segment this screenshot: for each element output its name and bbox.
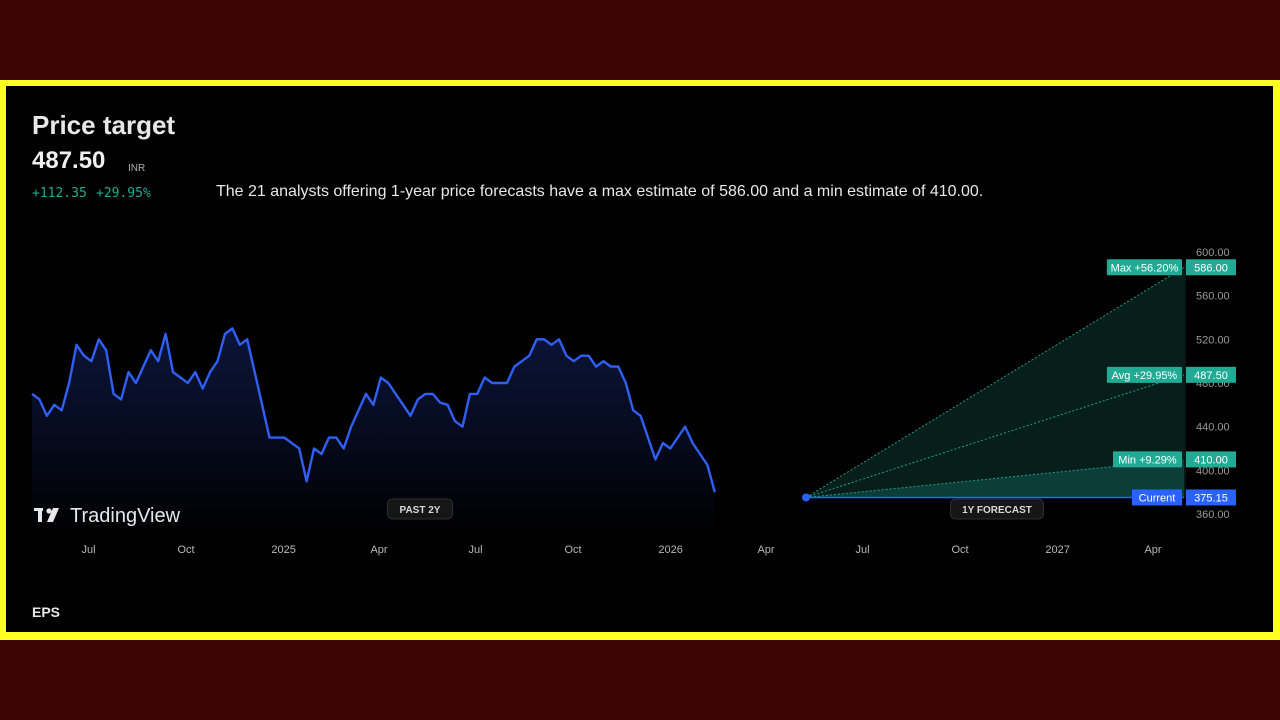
forecast-label-avg: Avg +29.95% bbox=[1112, 370, 1178, 382]
price-target-value: 487.50 bbox=[32, 147, 106, 174]
section-label-forecast-bg bbox=[950, 498, 1044, 520]
y-tick-label: 520.00 bbox=[1196, 334, 1230, 346]
forecast-label-bg bbox=[1106, 366, 1182, 383]
x-tick-label: Jul bbox=[82, 544, 96, 556]
x-tick-label: Oct bbox=[952, 544, 969, 556]
current-point bbox=[802, 493, 810, 502]
y-tick-label: 600.00 bbox=[1196, 247, 1230, 259]
x-tick-label: Jul bbox=[856, 544, 870, 556]
tab-eps[interactable]: EPS bbox=[32, 604, 61, 620]
forecast-label-max: Max +56.20% bbox=[1111, 262, 1179, 274]
analyst-description: The 21 analysts offering 1-year price fo… bbox=[216, 183, 984, 200]
current-value-bg bbox=[1186, 489, 1236, 506]
forecast-label-min: Min +9.29% bbox=[1118, 454, 1177, 466]
x-tick-label: 2026 bbox=[658, 544, 682, 556]
x-tick-label: Oct bbox=[178, 544, 195, 556]
forecast-value-avg: 487.50 bbox=[1194, 370, 1228, 382]
y-tick-label: 360.00 bbox=[1196, 509, 1230, 521]
current-value: 375.15 bbox=[1194, 492, 1228, 504]
forecast-value-bg bbox=[1186, 259, 1236, 276]
forecast-edge bbox=[1184, 263, 1186, 498]
forecast-line-max bbox=[805, 266, 1185, 498]
price-chart[interactable]: 600.00560.00520.00480.00440.00400.00360.… bbox=[6, 86, 1273, 632]
forecast-value-bg bbox=[1186, 366, 1236, 383]
highlight-frame: Price target 487.50 INR +112.35 +29.95% … bbox=[0, 80, 1280, 640]
section-label-forecast: 1Y FORECAST bbox=[962, 505, 1032, 516]
y-tick-label: 560.00 bbox=[1196, 291, 1230, 303]
panel-title: Price target bbox=[32, 110, 176, 140]
x-tick-label: 2027 bbox=[1045, 544, 1069, 556]
forecast-value-bg bbox=[1186, 451, 1236, 468]
forecast-label-bg bbox=[1106, 259, 1182, 276]
section-label-past: PAST 2Y bbox=[400, 505, 441, 516]
x-tick-label: Oct bbox=[565, 544, 582, 556]
price-line bbox=[31, 327, 716, 493]
price-area bbox=[32, 328, 715, 526]
tradingview-logo-icon bbox=[34, 508, 59, 522]
section-label-past-bg bbox=[387, 498, 453, 520]
x-tick-label: 2025 bbox=[271, 544, 295, 556]
y-tick-label: 400.00 bbox=[1196, 465, 1230, 477]
x-tick-label: Apr bbox=[370, 544, 387, 556]
forecast-label-bg bbox=[1113, 451, 1182, 468]
y-tick-label: 440.00 bbox=[1196, 422, 1230, 434]
price-target-panel: Price target 487.50 INR +112.35 +29.95% … bbox=[6, 86, 1273, 632]
x-tick-label: Jul bbox=[469, 544, 483, 556]
x-tick-label: Apr bbox=[1144, 544, 1161, 556]
current-label: Current bbox=[1139, 492, 1176, 504]
x-tick-label: Apr bbox=[757, 544, 774, 556]
currency-label: INR bbox=[128, 163, 146, 174]
change-absolute: +112.35 bbox=[32, 186, 87, 201]
current-label-bg bbox=[1132, 489, 1182, 506]
forecast-value-max: 586.00 bbox=[1194, 262, 1228, 274]
change-percent: +29.95% bbox=[96, 186, 151, 201]
tradingview-logo-text: TradingView bbox=[70, 505, 181, 527]
forecast-value-min: 410.00 bbox=[1194, 454, 1228, 466]
